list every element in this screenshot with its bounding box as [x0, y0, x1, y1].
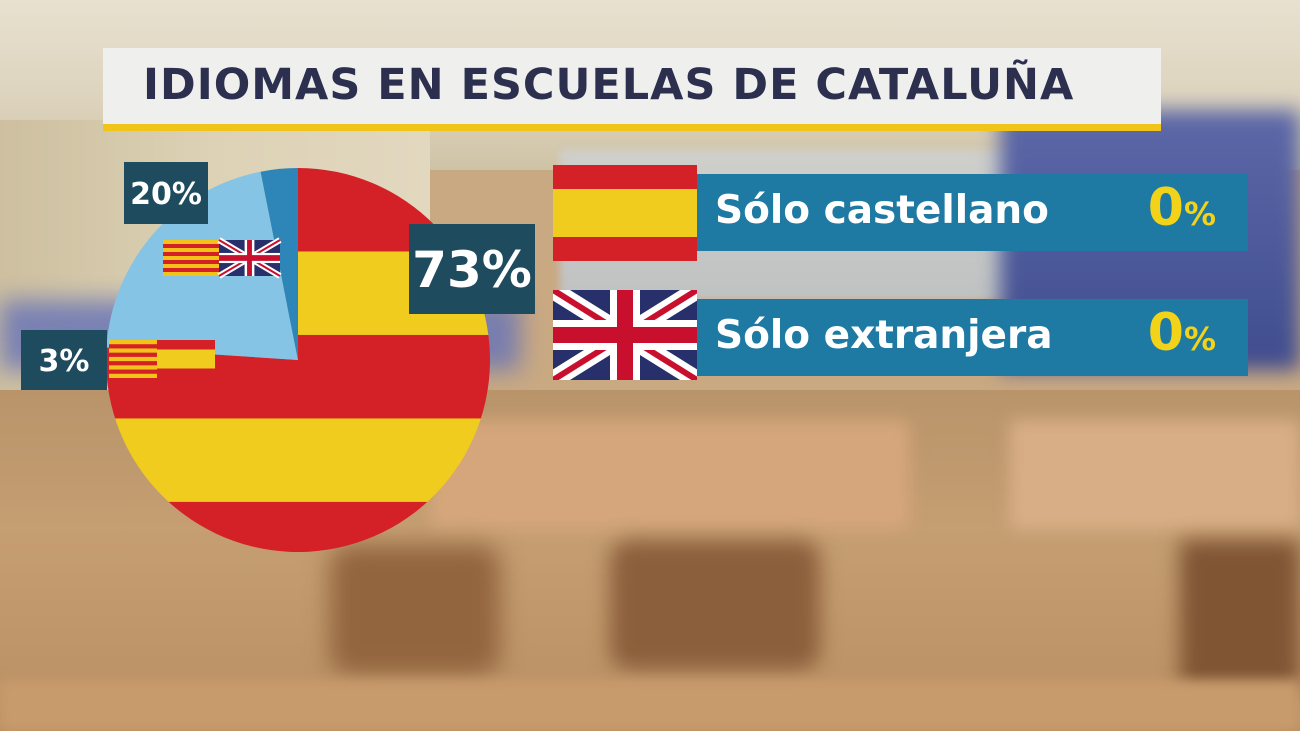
spain-flag-icon	[553, 165, 697, 261]
pie-label-20: 20%	[130, 177, 202, 212]
pie-label-73: 73%	[412, 241, 532, 299]
row-bar: Sólo castellano 0%	[697, 174, 1248, 251]
catalan-flag-icon	[109, 340, 157, 378]
catalan-flag-icon	[163, 240, 219, 276]
uk-flag-icon	[219, 240, 280, 276]
row-label: Sólo castellano	[715, 188, 1049, 233]
uk-flag-icon	[553, 290, 697, 380]
spain-flag-icon	[157, 340, 215, 378]
pie-label-3: 3%	[39, 344, 90, 379]
row-label: Sólo extranjera	[715, 313, 1053, 358]
row-value: 0%	[1148, 303, 1216, 363]
row-bar: Sólo extranjera 0%	[697, 299, 1248, 376]
row-value: 0%	[1148, 178, 1216, 238]
